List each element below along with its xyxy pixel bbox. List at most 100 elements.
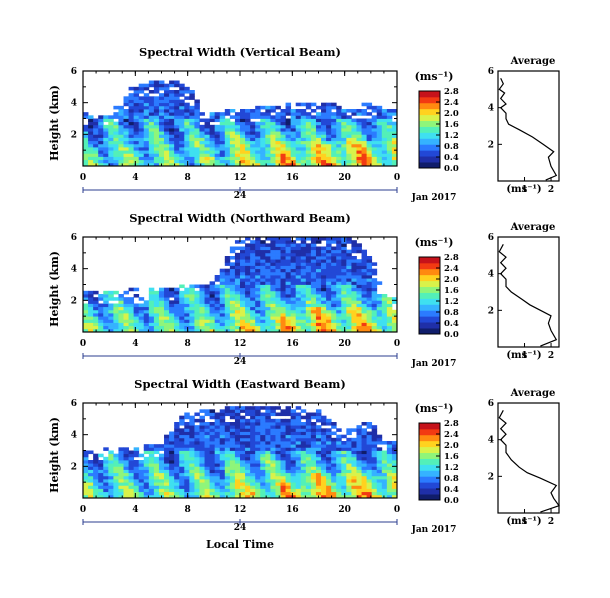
- y-tick-label: 2: [71, 296, 77, 306]
- heatmap-cell: [153, 325, 160, 330]
- heatmap-cell: [356, 431, 362, 436]
- heatmap-cell: [321, 278, 327, 282]
- heatmap-cell: [88, 319, 94, 323]
- heatmap-cell: [305, 325, 312, 330]
- heatmap-cell: [270, 425, 276, 429]
- heatmap-cell: [234, 115, 241, 119]
- heatmap-cell: [88, 131, 94, 135]
- heatmap-cell: [351, 450, 357, 455]
- heatmap-cell: [275, 140, 281, 145]
- heatmap-cell: [346, 494, 352, 499]
- heatmap-cell: [234, 475, 241, 480]
- heatmap-cell: [356, 303, 362, 308]
- heatmap-cell: [315, 287, 322, 292]
- heatmap-cell: [224, 488, 231, 493]
- heatmap-cell: [83, 450, 89, 455]
- heatmap-cell: [88, 150, 94, 154]
- heatmap-cell: [295, 415, 302, 420]
- heatmap-cell: [270, 297, 276, 301]
- heatmap-cell: [199, 306, 205, 311]
- heatmap-cell: [169, 482, 175, 486]
- heatmap-cell: [229, 431, 236, 436]
- heatmap-cell: [290, 137, 297, 142]
- heatmap-cell: [108, 309, 114, 314]
- heatmap-cell: [361, 319, 368, 323]
- heatmap-cell: [260, 281, 266, 285]
- heatmap-cell: [209, 150, 216, 154]
- heatmap-cell: [275, 156, 281, 161]
- heatmap-cell: [229, 275, 236, 279]
- heatmap-cell: [103, 137, 109, 142]
- heatmap-cell: [321, 150, 327, 154]
- heatmap-cell: [315, 121, 322, 126]
- heatmap-cell: [321, 294, 327, 298]
- profile-y-tick-label: 4: [488, 104, 494, 114]
- heatmap-cell: [204, 482, 211, 486]
- heatmap-cell: [240, 159, 246, 164]
- heatmap-cell: [305, 479, 312, 483]
- heatmap-cell: [376, 147, 383, 151]
- heatmap-cell: [209, 428, 216, 432]
- colorbar-frame: [418, 256, 441, 335]
- heatmap-cell: [214, 137, 221, 142]
- heatmap-cell: [270, 412, 276, 417]
- heatmap-cell: [214, 118, 221, 123]
- heatmap-cell: [234, 479, 241, 483]
- heatmap-cell: [366, 118, 373, 123]
- heatmap-cell: [386, 140, 393, 145]
- heatmap-cell: [245, 278, 251, 282]
- heatmap-cell: [214, 434, 221, 439]
- heatmap-cell: [204, 156, 211, 161]
- heatmap-cell: [184, 491, 190, 496]
- heatmap-cell: [138, 488, 145, 493]
- heatmap-cell: [336, 456, 342, 461]
- heatmap-cell: [250, 124, 256, 129]
- heatmap-cell: [179, 456, 185, 461]
- heatmap-cell: [118, 463, 124, 467]
- heatmap-cell: [315, 147, 322, 151]
- heatmap-cell: [290, 328, 297, 333]
- heatmap-cell: [361, 297, 368, 301]
- heatmap-cell: [93, 463, 99, 467]
- heatmap-cell: [255, 453, 261, 458]
- heatmap-cell: [174, 303, 180, 308]
- heatmap-cell: [158, 102, 165, 107]
- heatmap-cell: [351, 281, 357, 285]
- heatmap-cell: [371, 297, 378, 301]
- heatmap-cell: [280, 150, 286, 154]
- heatmap-cell: [351, 428, 357, 432]
- heatmap-cell: [169, 431, 175, 436]
- heatmap-cell: [113, 112, 119, 116]
- heatmap-cell: [148, 124, 155, 129]
- heatmap-cell: [391, 447, 398, 451]
- heatmap-cell: [179, 313, 185, 317]
- heatmap-cell: [321, 316, 327, 320]
- heatmap-cell: [219, 294, 226, 298]
- heatmap-cell: [366, 437, 373, 442]
- heatmap-cell: [336, 482, 342, 486]
- heatmap-cell: [204, 479, 211, 483]
- heatmap-cell: [93, 134, 99, 138]
- heatmap-cell: [285, 463, 292, 467]
- heatmap-cell: [305, 309, 312, 314]
- heatmap-cell: [376, 162, 383, 167]
- heatmap-cell: [83, 306, 89, 311]
- heatmap-cell: [331, 488, 337, 493]
- heatmap-cell: [305, 482, 312, 486]
- heatmap-cell: [326, 475, 332, 480]
- heatmap-cell: [346, 309, 352, 314]
- heatmap-cell: [361, 259, 368, 263]
- heatmap-cell: [179, 475, 185, 480]
- heatmap-cell: [371, 488, 378, 493]
- heatmap-cell: [300, 428, 307, 432]
- heatmap-cell: [321, 162, 327, 167]
- heatmap-cell: [224, 453, 231, 458]
- heatmap-cell: [189, 466, 195, 470]
- heatmap-cell: [245, 153, 251, 157]
- heatmap-cell: [234, 156, 241, 161]
- heatmap-cell: [310, 265, 317, 270]
- heatmap-cell: [199, 418, 205, 423]
- heatmap-cell: [189, 313, 195, 317]
- heatmap-cell: [391, 450, 398, 455]
- heatmap-cell: [305, 131, 312, 135]
